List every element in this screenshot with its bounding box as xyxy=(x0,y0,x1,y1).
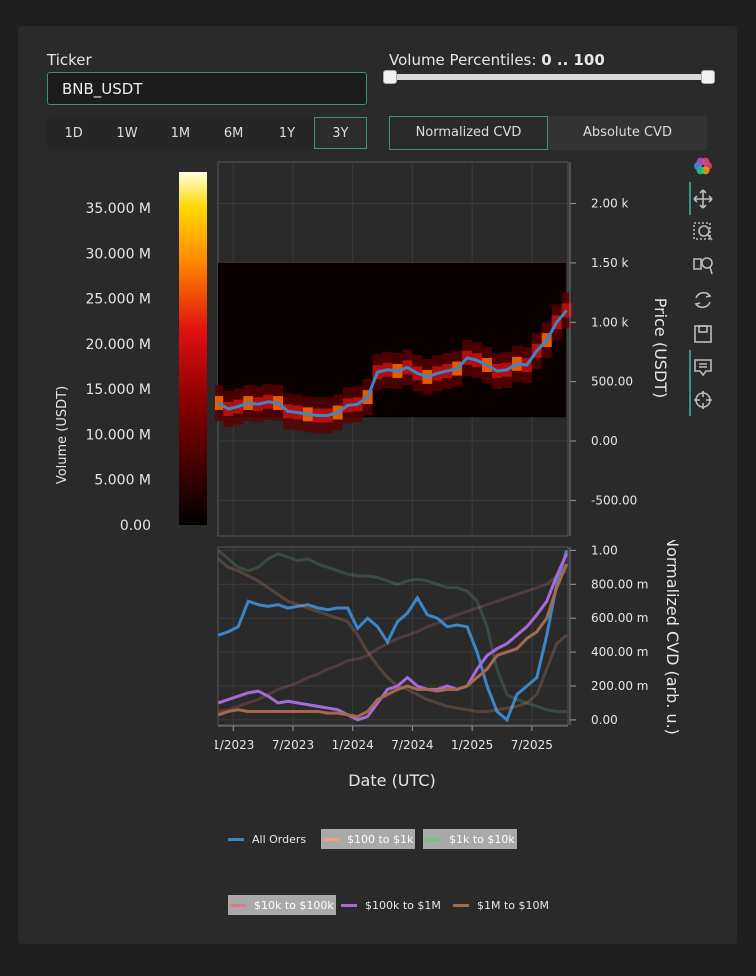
cvd-x-tick-label: 1/2025 xyxy=(451,738,493,752)
box-zoom-icon[interactable] xyxy=(693,222,713,241)
time-range-1m-button[interactable]: 1M xyxy=(170,126,191,141)
legend-label: All Orders xyxy=(252,832,307,846)
legend-label: $100k to $1M xyxy=(365,898,441,912)
price-y-tick-label: 1.50 k xyxy=(591,256,629,270)
colorbar-tick-label: 10.000 M xyxy=(85,427,151,443)
save-icon[interactable] xyxy=(694,325,712,343)
cvd-y-tick-label: 200.00 m xyxy=(591,679,649,693)
volume-slider-fill xyxy=(391,74,707,80)
colorbar-gradient xyxy=(179,172,207,525)
cvd-series-all-orders xyxy=(217,549,569,723)
cvd-series--1m-to-10m xyxy=(217,563,569,719)
legend-item--100-to-1k[interactable]: $100 to $1k xyxy=(321,829,416,849)
colorbar-tick-label: 20.000 M xyxy=(85,337,151,353)
volume-slider-low-handle[interactable] xyxy=(383,70,397,84)
cvd-mode-group: Normalized CVD Absolute CVD xyxy=(389,116,707,150)
colorbar-title: Volume (USDT) xyxy=(55,386,70,484)
hover-icon[interactable] xyxy=(694,359,712,377)
legend-swatch xyxy=(323,837,339,841)
cvd-plot-area xyxy=(217,546,569,726)
cvd-series--100-to-1k xyxy=(217,557,568,713)
cvd-y-tick-label: 600.00 m xyxy=(591,611,649,625)
cvd-axis-title: Normalized CVD (arb. u.) xyxy=(663,540,682,735)
legend-swatch xyxy=(341,903,357,907)
wheel-zoom-icon[interactable] xyxy=(693,257,713,275)
absolute-cvd-button[interactable]: Absolute CVD xyxy=(583,125,672,140)
time-range-1d-button[interactable]: 1D xyxy=(64,126,83,141)
cvd-y-tick-label: 400.00 m xyxy=(591,645,649,659)
colorbar-tick-label: 25.000 M xyxy=(85,292,151,308)
legend-item--1k-to-10k[interactable]: $1k to $10k xyxy=(423,829,517,849)
legend-swatch xyxy=(453,903,469,907)
volume-percentiles-label: Volume Percentiles: 0 .. 100 xyxy=(389,51,605,69)
crosshair-icon[interactable] xyxy=(694,391,712,409)
pan-icon[interactable] xyxy=(693,189,713,209)
volume-slider-high-handle[interactable] xyxy=(701,70,715,84)
time-range-1y-button[interactable]: 1Y xyxy=(278,126,296,141)
legend: All Orders $100 to $1k $1k to $10k $10k to … xyxy=(0,828,756,928)
cvd-series--1k-to-10k xyxy=(217,549,567,713)
cvd-y-tick-label: 0.00 xyxy=(591,713,618,727)
volume-percentiles-range: 0 .. 100 xyxy=(541,51,605,69)
plot-toolbar xyxy=(689,154,717,416)
price-y-tick-label: 2.00 k xyxy=(591,197,629,211)
reset-icon[interactable] xyxy=(694,291,712,309)
colorbar-tick-label: 5.000 M xyxy=(94,473,151,489)
time-range-group: 1D 1W 1M 6M 1Y 3Y xyxy=(47,117,367,149)
price-axis-title: Price (USDT) xyxy=(651,298,670,399)
toolbar-active-inspect-bar xyxy=(689,350,691,416)
cvd-x-tick-label: 1/2023 xyxy=(215,738,254,752)
price-chart[interactable]: -500.00 0.00 500.00 1.00 k 1.50 k 2.00 k Price… xyxy=(215,160,685,540)
legend-swatch xyxy=(230,903,246,907)
colorbar-tick-label: 30.000 M xyxy=(85,246,151,262)
cvd-x-tick-label: 7/2024 xyxy=(391,738,433,752)
cvd-x-tick-label: 7/2025 xyxy=(511,738,553,752)
price-y-tick-label: 0.00 xyxy=(591,434,618,448)
time-range-1w-button[interactable]: 1W xyxy=(116,126,138,141)
cvd-y-tick-label: 1.00 xyxy=(591,543,618,557)
legend-item--10k-to-100k[interactable]: $10k to $100k xyxy=(228,895,336,915)
cvd-series--10k-to-100k xyxy=(218,569,568,713)
cvd-x-tick-label: 7/2023 xyxy=(272,738,314,752)
legend-label: $10k to $100k xyxy=(254,898,334,912)
legend-item--1m-to-10m[interactable]: $1M to $10M xyxy=(453,895,549,915)
cvd-chart[interactable]: 1/2023 7/2023 1/2024 7/2024 1/2025 7/2025 Date… xyxy=(215,540,685,800)
cvd-y-tick-label: 800.00 m xyxy=(591,577,649,591)
legend-label: $1k to $10k xyxy=(449,832,515,846)
legend-item--100k-to-1m[interactable]: $100k to $1M xyxy=(341,895,441,915)
legend-swatch xyxy=(228,837,244,841)
colorbar-tick-label: 35.000 M xyxy=(85,201,151,217)
colorbar: 35.000 M 30.000 M 25.000 M 20.000 M 15.000 M… xyxy=(55,172,207,534)
price-line xyxy=(217,309,568,417)
date-axis-title: Date (UTC) xyxy=(348,771,436,790)
colorbar-tick-label: 15.000 M xyxy=(85,382,151,398)
cvd-series--100k-to-1m xyxy=(217,553,569,722)
colorbar-tick-label: 0.00 xyxy=(120,518,151,534)
cvd-x-tick-label: 1/2024 xyxy=(332,738,374,752)
normalized-cvd-button[interactable]: Normalized CVD xyxy=(389,116,548,150)
bokeh-logo-icon xyxy=(694,157,712,175)
legend-label: $1M to $10M xyxy=(477,898,550,912)
price-y-tick-label: -500.00 xyxy=(591,493,637,507)
ticker-input[interactable] xyxy=(47,72,367,105)
legend-label: $100 to $1k xyxy=(347,832,414,846)
legend-swatch xyxy=(425,837,441,841)
time-range-6m-button[interactable]: 6M xyxy=(223,126,244,141)
legend-item-all-orders[interactable]: All Orders xyxy=(228,829,306,849)
ticker-label: Ticker xyxy=(47,51,92,69)
time-range-3y-button[interactable]: 3Y xyxy=(313,117,367,149)
price-y-tick-label: 1.00 k xyxy=(591,315,629,329)
price-y-tick-label: 500.00 xyxy=(591,375,633,389)
toolbar-active-pan-bar xyxy=(689,182,691,215)
toolbar-icons xyxy=(689,157,713,416)
